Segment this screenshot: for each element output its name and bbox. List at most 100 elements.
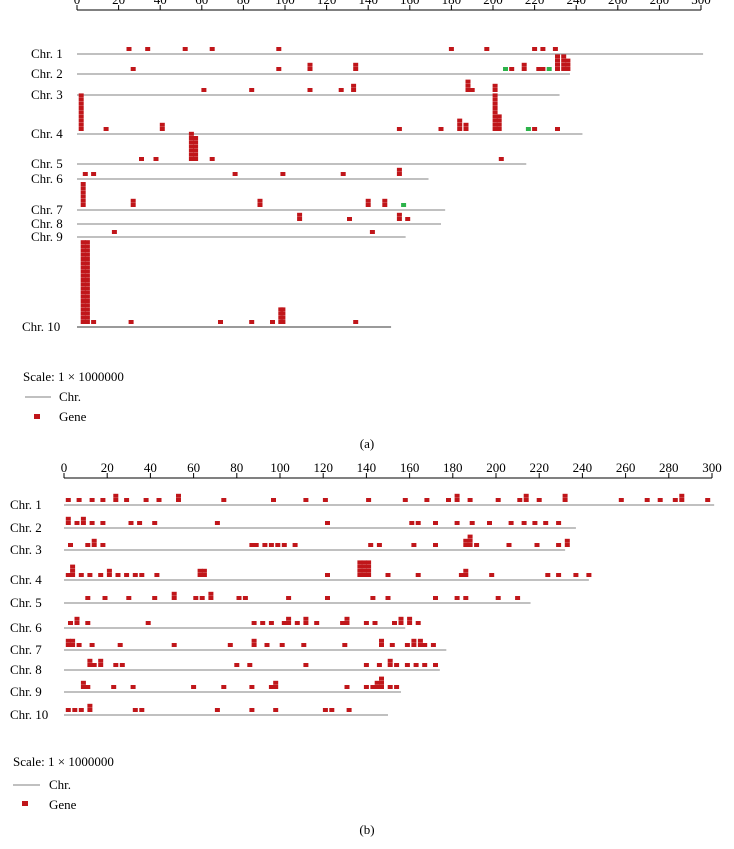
- gene-marker: [128, 320, 134, 324]
- gene-marker: [84, 257, 90, 261]
- gene-marker: [433, 543, 438, 547]
- panel-a-x-axis: 0 20 40 60 80 100 120 140 160 180 200 220 240 260 280 3…: [74, 0, 711, 11]
- gene-marker: [249, 320, 255, 324]
- gene-marker: [365, 198, 371, 203]
- gene-marker: [347, 217, 352, 221]
- gene-marker: [433, 521, 438, 525]
- gene-marker: [275, 543, 281, 547]
- gene-marker: [503, 67, 508, 71]
- gene-marker: [85, 621, 91, 625]
- gene-marker: [171, 643, 177, 647]
- gene-marker: [415, 573, 421, 577]
- gene-marker: [564, 538, 570, 543]
- gene-marker: [361, 573, 367, 577]
- gene-marker: [111, 230, 117, 234]
- gene-marker: [84, 294, 90, 299]
- gene-marker: [128, 521, 134, 525]
- chromosome: Chr. 2: [10, 516, 576, 535]
- gene-marker: [273, 685, 279, 689]
- gene-marker: [379, 643, 384, 647]
- gene-marker: [565, 58, 571, 63]
- gene-marker: [561, 67, 567, 71]
- gene-marker: [508, 521, 514, 525]
- gene-marker: [344, 685, 350, 689]
- gene-marker: [556, 543, 562, 547]
- gene-marker: [404, 643, 410, 647]
- gene-marker: [91, 320, 97, 324]
- gene-marker: [87, 663, 93, 667]
- chromosome-label: Chr. 3: [31, 87, 63, 102]
- gene-marker: [78, 573, 84, 577]
- gene-marker: [84, 252, 90, 257]
- gene-marker: [465, 83, 471, 88]
- gene-marker: [353, 320, 359, 324]
- gene-marker: [492, 110, 498, 115]
- gene-marker: [80, 252, 86, 257]
- gene-marker: [398, 621, 404, 625]
- gene-marker: [422, 643, 428, 647]
- gene-marker: [469, 521, 475, 525]
- x-tick-label: 260: [616, 460, 636, 475]
- panel-b-label: (b): [359, 822, 374, 837]
- gene-marker: [329, 708, 335, 712]
- gene-marker: [268, 543, 274, 547]
- gene-marker: [496, 118, 502, 123]
- gene-marker: [555, 62, 560, 67]
- gene-marker: [276, 67, 282, 71]
- gene-marker: [139, 708, 145, 712]
- gene-marker: [379, 638, 384, 643]
- gene-marker: [130, 67, 136, 71]
- gene-marker: [65, 643, 71, 647]
- gene-marker: [74, 521, 80, 525]
- gene-marker: [396, 217, 402, 221]
- gene-marker: [98, 663, 104, 667]
- gene-marker: [562, 498, 568, 502]
- gene-marker: [672, 498, 678, 502]
- chromosome: Chr. 6: [10, 616, 421, 635]
- chromosome-label: Chr. 2: [31, 66, 63, 81]
- gene-marker: [448, 47, 454, 51]
- gene-marker: [268, 685, 274, 689]
- gene-marker: [65, 708, 71, 712]
- gene-marker: [80, 273, 86, 278]
- gene-marker: [457, 127, 463, 131]
- gene-marker: [280, 172, 286, 176]
- gene-marker: [363, 685, 369, 689]
- chromosome: Chr. 1: [31, 46, 704, 61]
- chromosome-label: Chr. 2: [10, 520, 42, 535]
- gene-marker: [552, 47, 558, 51]
- gene-marker: [70, 568, 76, 573]
- gene-marker: [84, 269, 90, 274]
- gene-marker: [407, 616, 413, 621]
- gene-marker: [489, 573, 495, 577]
- gene-marker: [78, 708, 84, 712]
- gene-marker: [280, 320, 286, 324]
- gene-marker: [145, 621, 151, 625]
- chromosome: Chr. 5: [10, 591, 531, 610]
- gene-marker: [197, 573, 203, 577]
- gene-marker: [407, 621, 413, 625]
- gene-marker: [357, 564, 363, 569]
- gene-marker: [644, 498, 650, 502]
- gene-marker: [80, 521, 86, 525]
- x-tick-label: 200: [486, 460, 506, 475]
- gene-marker: [152, 596, 158, 600]
- gene-marker: [188, 140, 194, 145]
- gene-marker: [70, 638, 76, 643]
- gene-marker: [457, 122, 463, 127]
- gene-marker: [338, 88, 344, 92]
- gene-marker: [286, 596, 292, 600]
- gene-marker: [193, 148, 199, 153]
- gene-marker: [385, 573, 391, 577]
- gene-marker: [281, 543, 287, 547]
- gene-marker: [540, 67, 546, 71]
- gene-marker: [573, 573, 579, 577]
- gene-marker: [139, 157, 144, 161]
- gene-marker: [523, 493, 529, 498]
- gene-marker: [193, 136, 199, 140]
- gene-marker: [119, 663, 125, 667]
- gene-marker: [463, 543, 469, 547]
- gene-marker: [171, 591, 177, 596]
- gene-marker: [268, 621, 274, 625]
- gene-marker: [387, 685, 393, 689]
